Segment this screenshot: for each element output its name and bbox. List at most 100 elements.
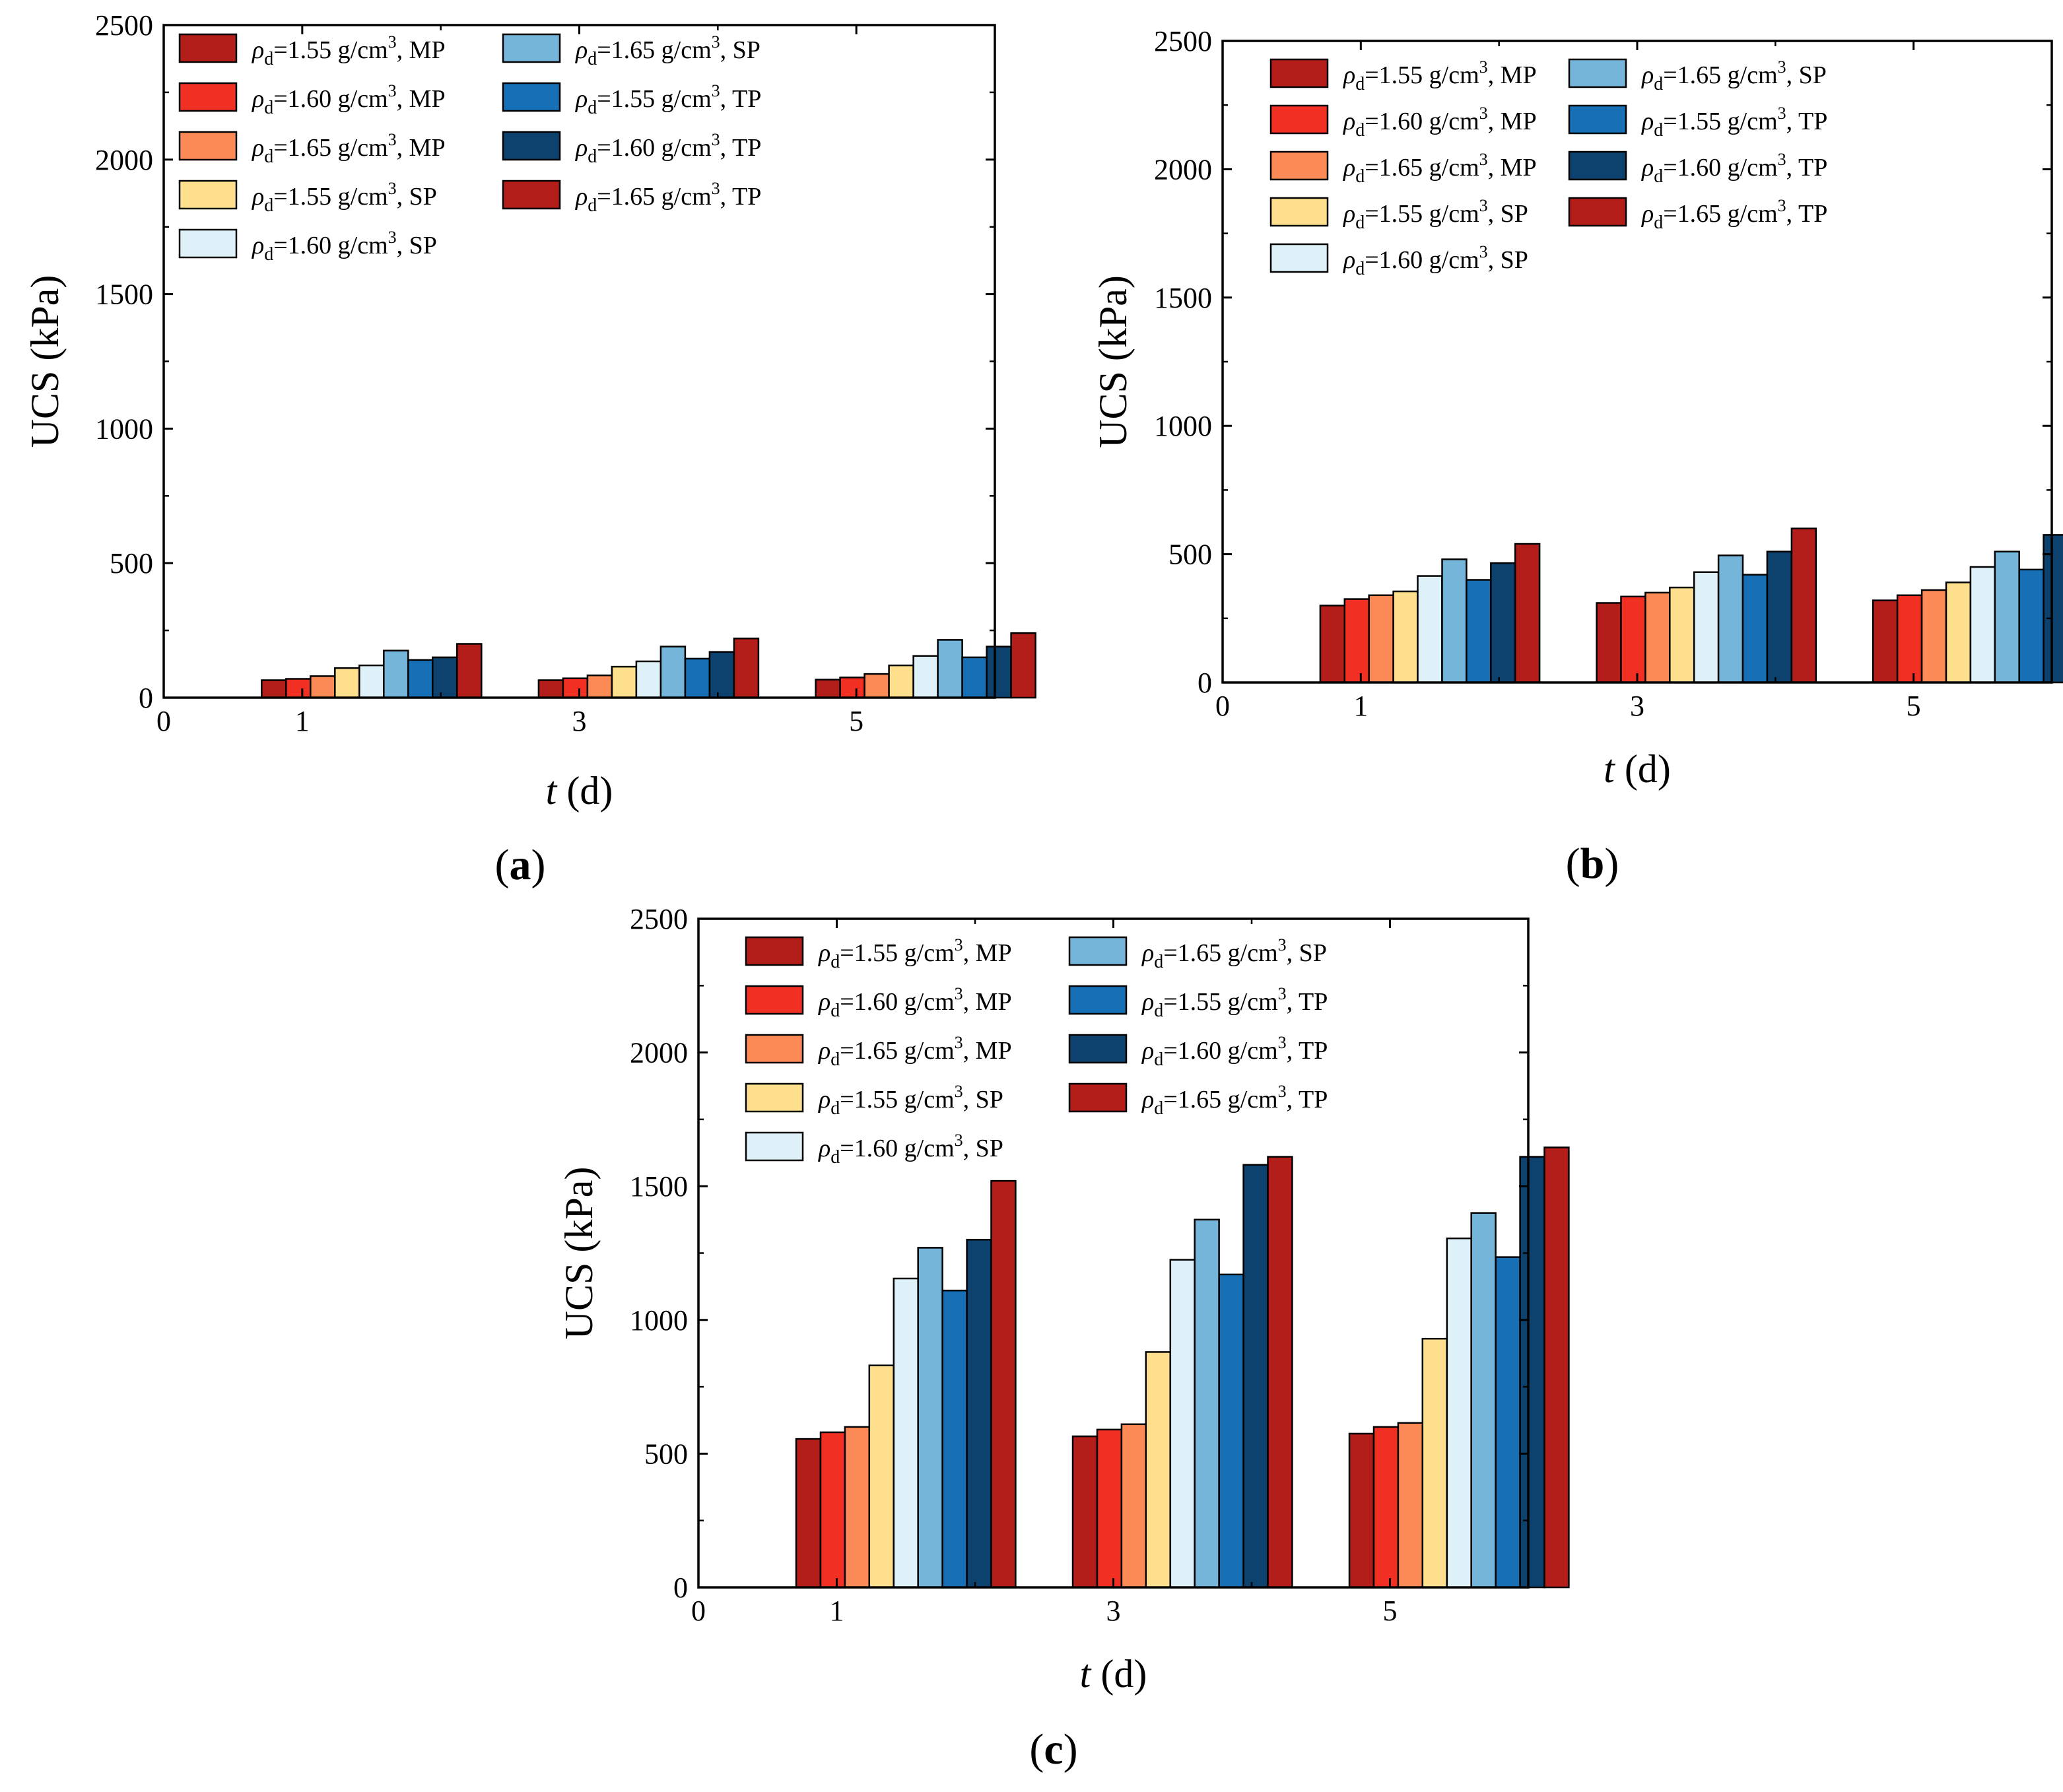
bar-c-t3-series-1 xyxy=(1096,1428,1123,1589)
legend-symbol: ρ xyxy=(818,939,830,967)
legend-swatch-7 xyxy=(1568,150,1627,181)
x-tick-label: 5 xyxy=(1383,1595,1398,1627)
legend-swatch-3 xyxy=(1269,197,1329,227)
bar-a-t1-series-8 xyxy=(456,643,483,699)
y-tick-label: 0 xyxy=(139,682,153,714)
legend-symbol: ρ xyxy=(1641,108,1654,135)
legend-subscript: d xyxy=(1355,259,1365,279)
legend-superscript: 3 xyxy=(955,935,963,954)
bar-c-t3-series-5 xyxy=(1194,1218,1220,1589)
x-tick-label: 0 xyxy=(156,705,171,737)
legend-superscript: 3 xyxy=(1278,984,1287,1003)
legend-label-0: ρd=1.55 g/cm3, MP xyxy=(818,935,1012,972)
bar-c-t3-series-4 xyxy=(1169,1259,1196,1589)
bar-b-t5-series-2 xyxy=(1920,589,1947,684)
legend-label-1: ρd=1.60 g/cm3, MP xyxy=(818,984,1012,1021)
legend-subscript: d xyxy=(588,195,597,216)
legend-label-4: ρd=1.60 g/cm3, SP xyxy=(818,1131,1003,1168)
legend-superscript: 3 xyxy=(1778,104,1786,123)
legend-superscript: 3 xyxy=(712,32,720,51)
legend-swatch-8 xyxy=(1568,197,1627,227)
bar-b-t1-series-5 xyxy=(1441,558,1468,684)
legend-superscript: 3 xyxy=(1278,935,1287,954)
legend-label-0: ρd=1.55 g/cm3, MP xyxy=(1343,57,1537,94)
legend-symbol: ρ xyxy=(818,988,830,1016)
legend-subscript: d xyxy=(588,49,597,69)
legend-swatch-7 xyxy=(1068,1034,1128,1064)
bar-a-t5-series-8 xyxy=(1010,632,1036,699)
legend-label-7: ρd=1.60 g/cm3, TP xyxy=(1641,150,1827,187)
legend-subscript: d xyxy=(830,1098,840,1119)
legend-superscript: 3 xyxy=(955,1082,963,1101)
legend-swatch-5 xyxy=(502,33,561,63)
panel-label-letter: a xyxy=(510,841,531,889)
y-tick-label: 0 xyxy=(1198,667,1212,699)
panel-label-c: (c) xyxy=(1029,1725,1077,1774)
bar-c-t5-series-3 xyxy=(1421,1337,1448,1589)
legend-subscript: d xyxy=(1355,74,1365,94)
legend-label-3: ρd=1.55 g/cm3, SP xyxy=(1343,196,1528,233)
y-tick-label: 500 xyxy=(110,547,153,580)
legend-swatch-8 xyxy=(1068,1082,1128,1113)
y-tick-label: 0 xyxy=(673,1572,688,1604)
legend-method: , SP xyxy=(720,36,761,64)
legend-subscript: d xyxy=(1654,74,1663,94)
bar-a-t3-series-7 xyxy=(708,651,735,699)
legend-superscript: 3 xyxy=(955,1131,963,1150)
bar-c-t1-series-3 xyxy=(868,1364,895,1589)
bar-c-t3-series-0 xyxy=(1071,1435,1099,1589)
x-axis-title: t (d) xyxy=(1604,747,1671,791)
bar-c-t3-series-2 xyxy=(1120,1423,1147,1589)
legend-symbol: ρ xyxy=(1343,108,1355,135)
legend-superscript: 3 xyxy=(388,228,397,247)
bar-b-t1-series-7 xyxy=(1490,562,1516,684)
legend-method: , SP xyxy=(963,1135,1003,1162)
bar-c-t5-series-5 xyxy=(1470,1212,1497,1589)
plot-frame xyxy=(162,24,996,699)
legend-symbol: ρ xyxy=(1641,154,1654,182)
bar-a-t5-series-4 xyxy=(912,655,939,699)
legend-density: =1.60 g/cm xyxy=(273,232,388,259)
legend-method: , MP xyxy=(397,36,446,64)
legend-subscript: d xyxy=(264,49,273,69)
bar-b-t3-series-2 xyxy=(1644,591,1671,684)
bar-c-t5-series-6 xyxy=(1495,1256,1521,1589)
legend-swatch-2 xyxy=(1269,150,1329,181)
bar-b-t3-series-0 xyxy=(1596,602,1622,684)
legend-symbol: ρ xyxy=(252,36,264,64)
x-axis-title-variable: t xyxy=(1604,747,1615,791)
legend-label-2: ρd=1.65 g/cm3, MP xyxy=(1343,150,1537,187)
bar-c-t5-series-4 xyxy=(1446,1237,1472,1589)
legend-swatch-6 xyxy=(1068,985,1128,1015)
legend-superscript: 3 xyxy=(388,130,397,149)
legend-superscript: 3 xyxy=(712,179,720,198)
y-tick-label: 1000 xyxy=(630,1304,688,1337)
legend-swatch-8 xyxy=(502,180,561,210)
bar-a-t3-series-4 xyxy=(635,660,662,699)
legend-density: =1.65 g/cm xyxy=(597,183,711,211)
x-axis-title: t (d) xyxy=(546,769,613,813)
legend-symbol: ρ xyxy=(1343,61,1355,89)
legend-subscript: d xyxy=(1654,213,1663,233)
legend-density: =1.55 g/cm xyxy=(1163,988,1277,1016)
legend-method: , SP xyxy=(1786,61,1827,89)
bar-b-t3-series-5 xyxy=(1717,554,1744,684)
y-tick-label: 2500 xyxy=(95,9,153,42)
legend-density: =1.55 g/cm xyxy=(840,939,954,967)
legend-method: , TP xyxy=(1786,108,1828,135)
legend-method: , SP xyxy=(1488,246,1528,274)
bar-c-t1-series-7 xyxy=(966,1238,992,1589)
legend-density: =1.65 g/cm xyxy=(840,1037,954,1065)
legend-method: , SP xyxy=(1287,939,1327,967)
bar-a-t3-series-2 xyxy=(586,674,613,699)
legend-method: , MP xyxy=(963,1037,1012,1065)
bar-a-t1-series-7 xyxy=(432,656,458,699)
bar-c-t5-series-1 xyxy=(1372,1426,1400,1589)
legend-subscript: d xyxy=(1355,213,1365,233)
legend-method: , TP xyxy=(1786,200,1828,228)
panel-label-b: (b) xyxy=(1566,840,1619,888)
legend-superscript: 3 xyxy=(1479,150,1488,169)
legend-superscript: 3 xyxy=(388,179,397,198)
